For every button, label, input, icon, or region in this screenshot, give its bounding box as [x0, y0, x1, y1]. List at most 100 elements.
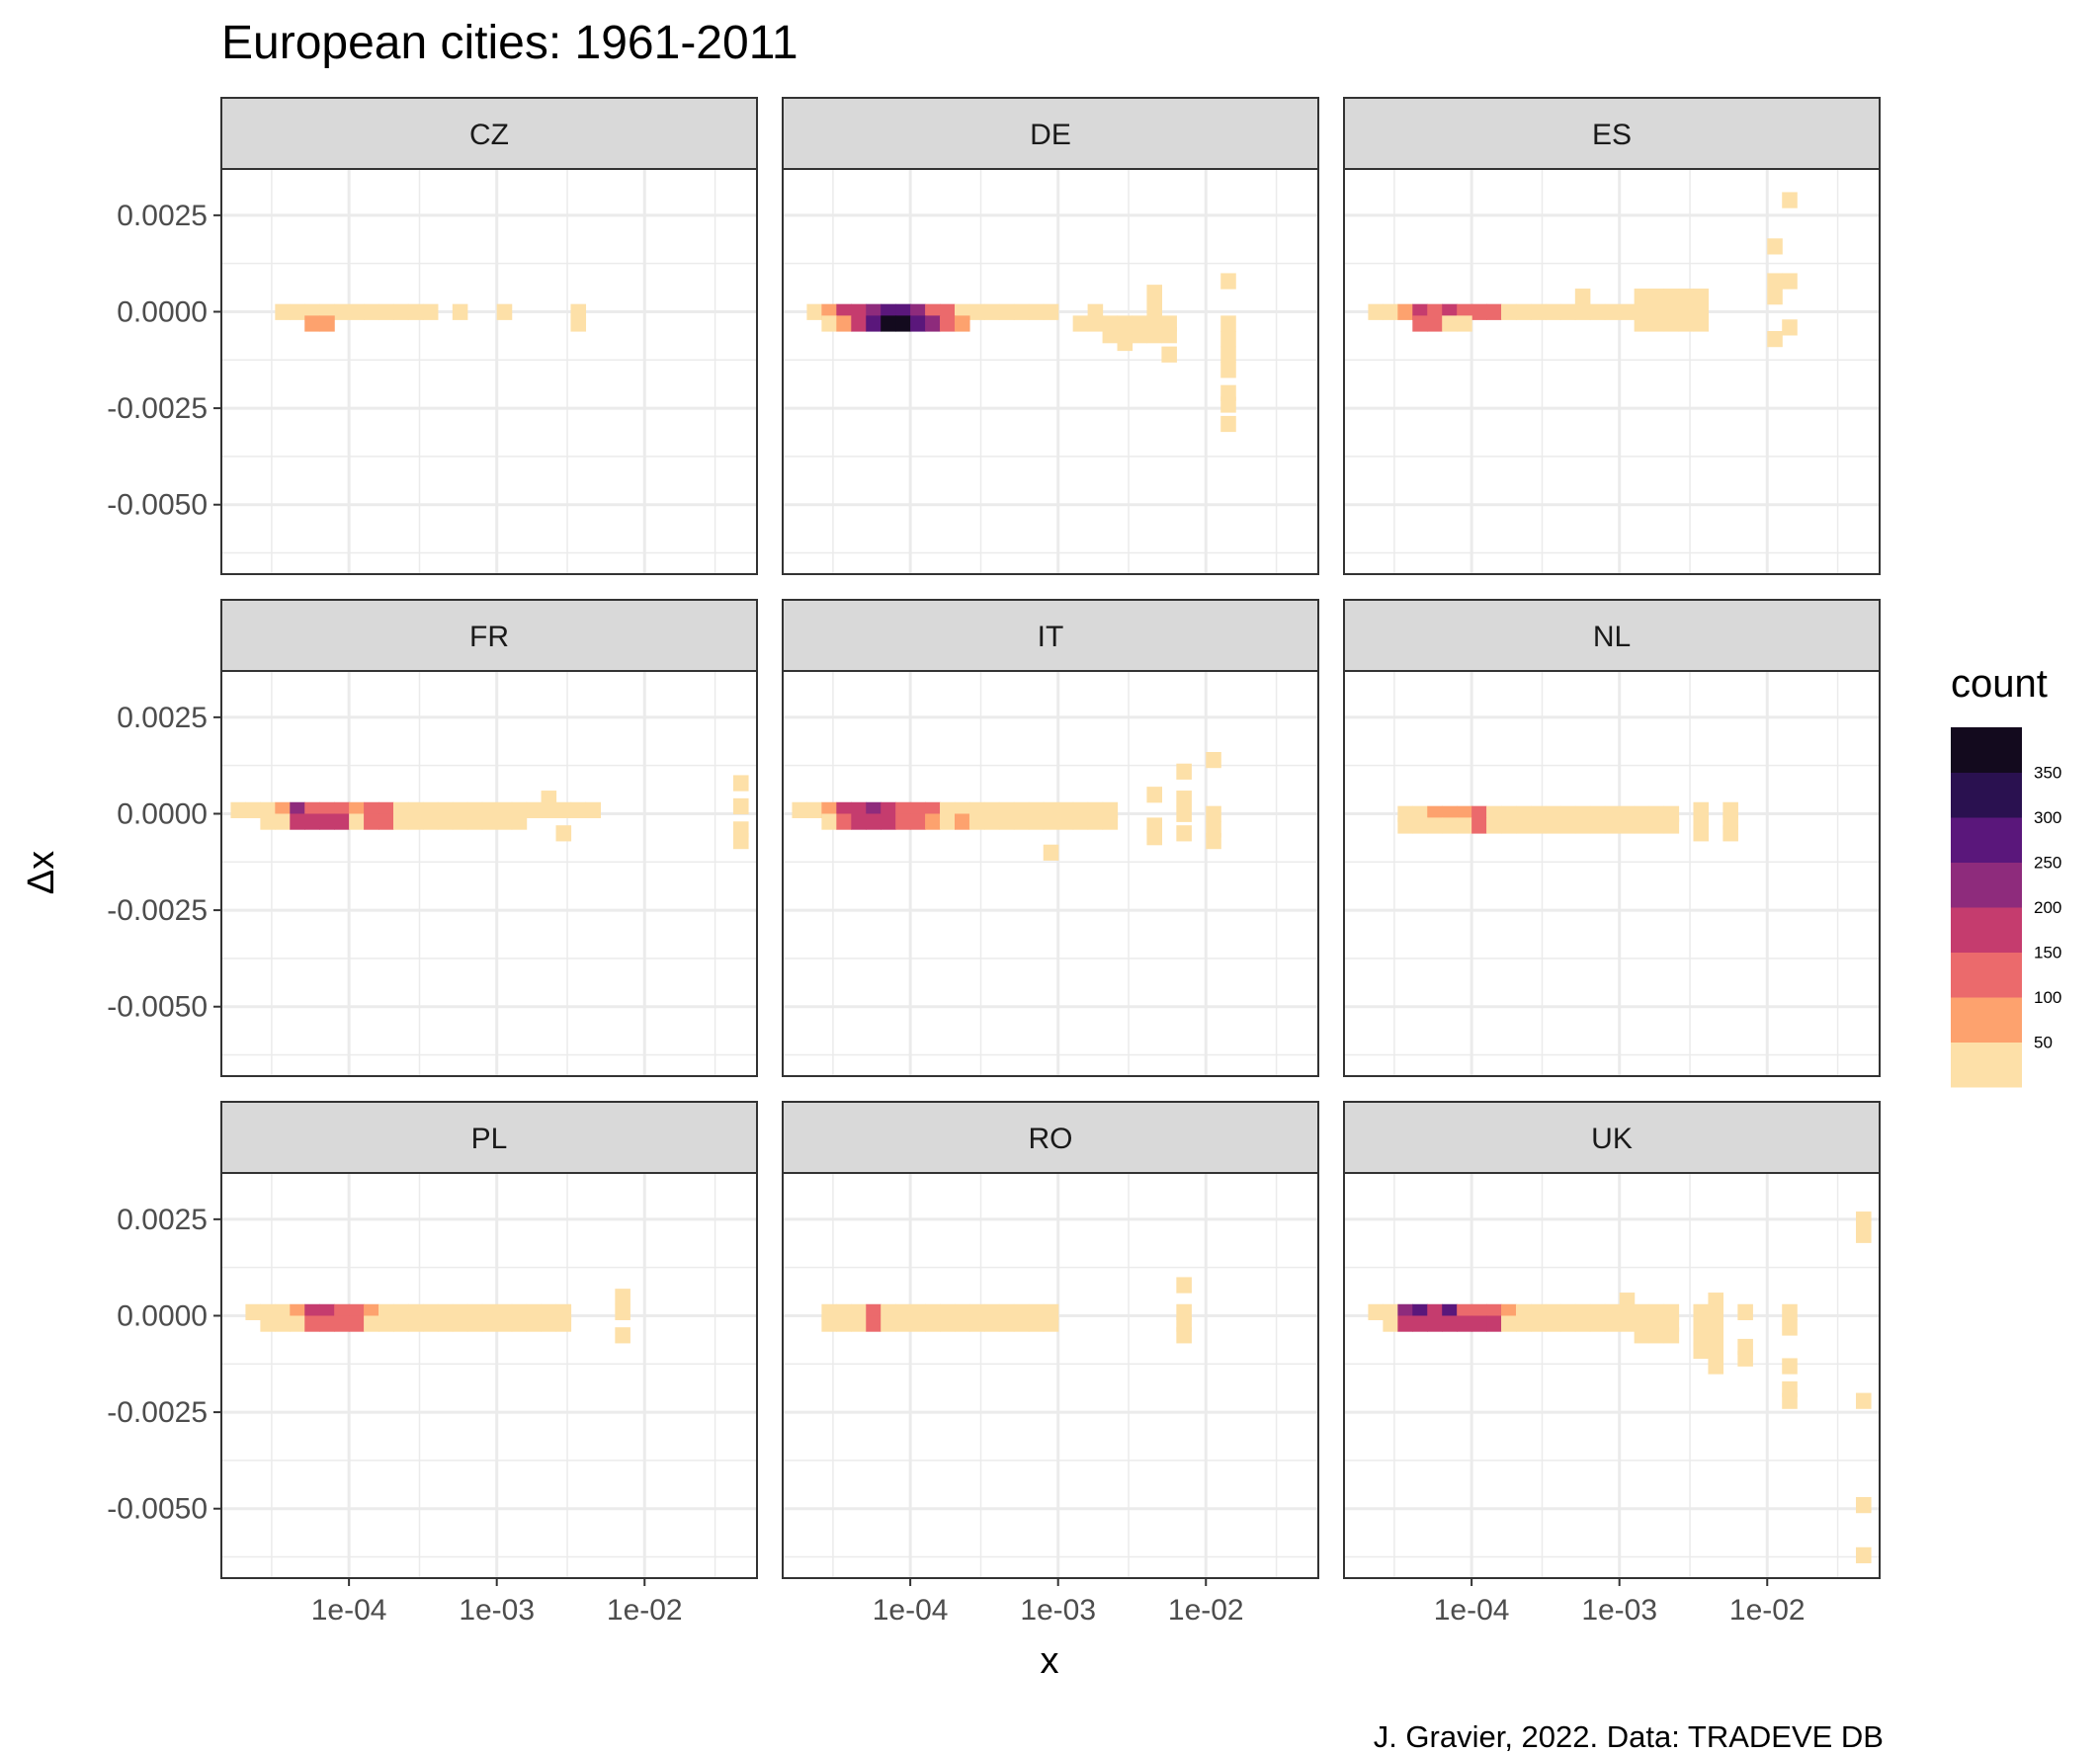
- heatmap-cell: [1634, 817, 1650, 834]
- heatmap-cell: [260, 1315, 276, 1332]
- heatmap-cell: [1782, 1303, 1798, 1320]
- heatmap-cell: [555, 801, 572, 818]
- panel-uk: UK 1e-04 1e-03 1e-02: [1343, 1101, 1881, 1627]
- heatmap-cell: [1013, 1315, 1030, 1332]
- heatmap-cell: [1057, 813, 1074, 830]
- heatmap-cell: [1427, 315, 1443, 332]
- heatmap-cell: [821, 1315, 837, 1332]
- heatmap-cell: [1530, 1315, 1547, 1332]
- heatmap-cell: [1220, 396, 1236, 413]
- heatmap-cell: [1604, 817, 1621, 834]
- heatmap-cell: [452, 1315, 468, 1332]
- facet-strip: [782, 599, 1319, 672]
- heatmap-cell: [1559, 303, 1576, 320]
- heatmap-cell: [526, 1315, 543, 1332]
- heatmap-cell: [1206, 805, 1221, 822]
- y-tick-label: -0.0025: [107, 392, 208, 425]
- heatmap-cell: [836, 315, 852, 332]
- heatmap-cell: [733, 797, 749, 815]
- heatmap-cell: [1515, 303, 1532, 320]
- heatmap-cell: [1043, 813, 1059, 830]
- legend-swatch: [1951, 997, 2022, 1043]
- heatmap-cell: [806, 801, 822, 818]
- heatmap-cell: [1634, 315, 1650, 332]
- panel-background: [221, 1173, 757, 1578]
- heatmap-cell: [998, 813, 1015, 830]
- heatmap-cell: [407, 813, 424, 830]
- heatmap-cell: [349, 303, 365, 320]
- heatmap-cell: [1678, 289, 1695, 305]
- heatmap-cell: [378, 1315, 394, 1332]
- heatmap-cell: [304, 813, 320, 830]
- heatmap-cell: [1383, 1315, 1398, 1332]
- facet-label: PL: [471, 1123, 508, 1155]
- heatmap-cell: [1663, 289, 1680, 305]
- heatmap-cell: [275, 1315, 291, 1332]
- facet-strip: [782, 97, 1319, 170]
- heatmap-cell: [1589, 817, 1606, 834]
- heatmap-cell: [1220, 331, 1236, 348]
- heatmap-cell: [1693, 315, 1710, 332]
- heatmap-cell: [1856, 1212, 1872, 1228]
- x-tick-label: 1e-04: [873, 1594, 949, 1627]
- heatmap-cell: [983, 813, 1000, 830]
- heatmap-cell: [1767, 289, 1783, 305]
- facet-label: RO: [1029, 1123, 1073, 1155]
- heatmap-cell: [1397, 1315, 1413, 1332]
- heatmap-cell: [1515, 817, 1532, 834]
- heatmap-cell: [1486, 303, 1502, 320]
- heatmap-cell: [1146, 285, 1162, 301]
- heatmap-cell: [1146, 299, 1162, 316]
- facet-label: UK: [1591, 1123, 1633, 1155]
- x-tick-label: 1e-03: [459, 1594, 535, 1627]
- heatmap-cell: [1648, 289, 1665, 305]
- heatmap-cell: [1072, 315, 1089, 332]
- x-tick-label: 1e-04: [311, 1594, 387, 1627]
- facet-strip: [1343, 599, 1881, 672]
- heatmap-cell: [1856, 1226, 1872, 1243]
- heatmap-cell: [1383, 303, 1398, 320]
- heatmap-cell: [954, 315, 970, 332]
- heatmap-cell: [806, 303, 822, 320]
- heatmap-cell: [349, 1315, 365, 1332]
- heatmap-cell: [1412, 817, 1428, 834]
- heatmap-cell: [1457, 817, 1472, 834]
- panel-ro: RO 1e-04 1e-03 1e-02: [782, 1101, 1319, 1627]
- heatmap-cell: [895, 1315, 911, 1332]
- heatmap-cell: [1693, 1342, 1710, 1360]
- heatmap-cell: [407, 1315, 424, 1332]
- heatmap-cell: [954, 813, 970, 830]
- heatmap-cell: [1634, 1327, 1650, 1344]
- heatmap-cell: [1663, 817, 1680, 834]
- heatmap-cell: [1486, 817, 1502, 834]
- heatmap-cell: [1515, 1315, 1532, 1332]
- heatmap-cell: [304, 1315, 320, 1332]
- legend-swatch: [1951, 817, 2022, 863]
- panel-es: ES: [1343, 97, 1881, 575]
- heatmap-cell: [968, 1315, 985, 1332]
- legend-label: 250: [2034, 854, 2061, 873]
- heatmap-cell: [1043, 1315, 1059, 1332]
- heatmap-cell: [1501, 303, 1517, 320]
- heatmap-cell: [1545, 817, 1561, 834]
- heatmap-cell: [570, 315, 587, 332]
- heatmap-cell: [1161, 346, 1177, 363]
- facet-strip: [220, 1101, 758, 1174]
- panel-fr: FR 0.0025 0.0000 -0.0025 -0.0050: [107, 599, 758, 1077]
- heatmap-cell: [466, 813, 483, 830]
- heatmap-cell: [1856, 1546, 1872, 1563]
- facet-label: DE: [1030, 119, 1071, 151]
- y-tick-label: 0.0000: [117, 1299, 208, 1332]
- heatmap-cell: [260, 813, 276, 830]
- heatmap-cell: [1574, 289, 1591, 305]
- heatmap-cell: [1176, 791, 1192, 807]
- heatmap-cell: [954, 1315, 970, 1332]
- heatmap-cell: [541, 791, 557, 807]
- panel-background: [1344, 1173, 1880, 1578]
- heatmap-cell: [1028, 303, 1045, 320]
- heatmap-cell: [1693, 825, 1710, 842]
- heatmap-cell: [1087, 813, 1104, 830]
- heatmap-cell: [1604, 303, 1621, 320]
- heatmap-cell: [290, 813, 305, 830]
- heatmap-cell: [422, 813, 439, 830]
